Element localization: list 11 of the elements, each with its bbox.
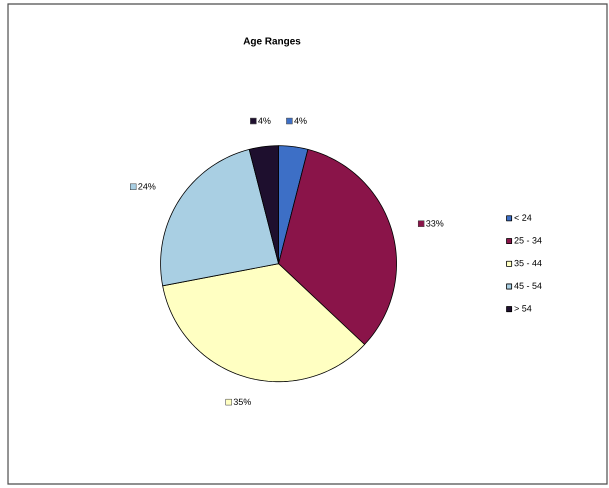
legend-label: 25 - 34 xyxy=(514,237,542,244)
data-label: 4% xyxy=(294,118,307,124)
legend-label: > 54 xyxy=(514,305,532,312)
chart-title: Age Ranges xyxy=(243,38,300,46)
data-label: 35% xyxy=(234,398,251,405)
data-label: 33% xyxy=(426,220,444,227)
data-label: 24% xyxy=(138,183,156,190)
legend-label: 35 - 44 xyxy=(514,260,542,266)
legend-label: < 24 xyxy=(514,214,532,221)
legend-label: 45 - 54 xyxy=(514,282,542,289)
data-label: 4% xyxy=(258,118,271,124)
